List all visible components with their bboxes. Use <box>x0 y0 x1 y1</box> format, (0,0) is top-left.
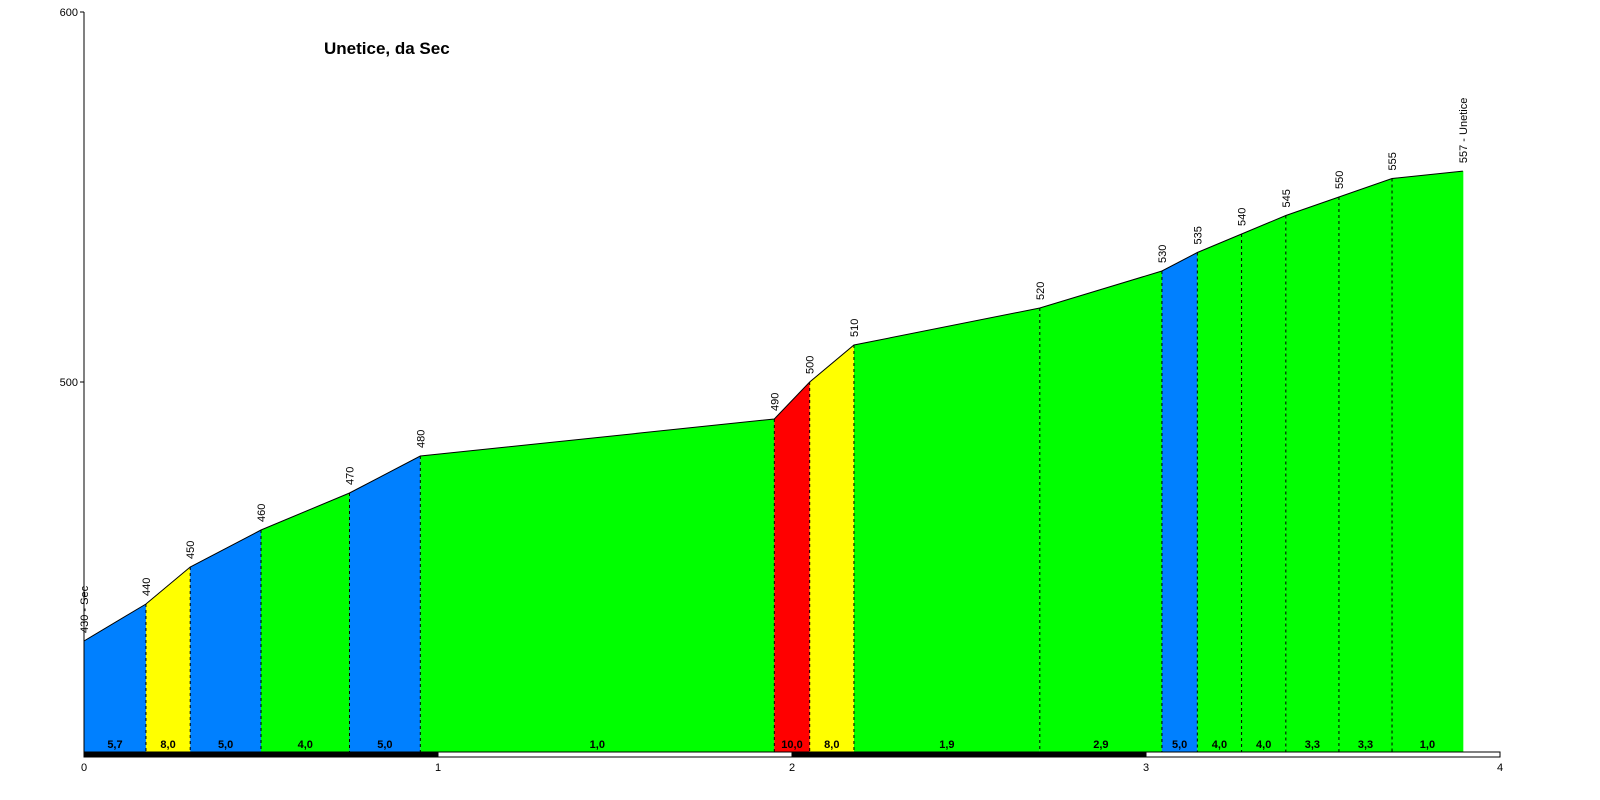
distance-scale-bar <box>83 751 1501 758</box>
elevation-label-8: 500 <box>805 356 817 374</box>
gradient-label-10: 2,9 <box>1093 739 1108 751</box>
elevation-label-17: 557 - Unetice <box>1458 98 1470 163</box>
y-axis-ticks: 500 600 <box>60 7 84 389</box>
elevation-label-1: 430 - Sec <box>79 585 91 633</box>
gradient-label-14: 3,3 <box>1305 739 1320 751</box>
gradient-label-7: 10,0 <box>781 739 802 751</box>
elevation-label-3: 450 <box>185 541 197 559</box>
segment-3 <box>190 530 261 752</box>
x-axis-ticks: 0 1 2 3 4 <box>81 762 1503 774</box>
elevation-label-16: 555 <box>1387 152 1399 170</box>
gradient-label-1: 5,7 <box>107 739 122 751</box>
scale-bar-3 <box>791 751 1147 758</box>
segment-10 <box>1039 271 1162 752</box>
elevation-label-5: 470 <box>345 467 357 485</box>
segment-5 <box>349 456 421 752</box>
gradient-label-8: 8,0 <box>824 739 839 751</box>
x-tick-label-5: 4 <box>1497 762 1503 774</box>
gradient-label-9: 1,9 <box>939 739 954 751</box>
gradient-label-15: 3,3 <box>1358 739 1373 751</box>
segment-13 <box>1241 215 1286 752</box>
segment-9 <box>853 308 1040 752</box>
y-tick-label-2: 600 <box>60 7 78 19</box>
elevation-label-2: 440 <box>141 578 153 596</box>
chart-title: Unetice, da Sec <box>324 39 450 58</box>
elevation-label-9: 510 <box>849 319 861 337</box>
gradient-labels: 5,7 8,0 5,0 4,0 5,0 1,0 10,0 8,0 1,9 2,9 5,0 4,0 4,0… <box>107 739 1435 751</box>
x-tick-label-1: 0 <box>81 762 87 774</box>
elevation-label-10: 520 <box>1035 282 1047 300</box>
elevation-label-13: 540 <box>1237 208 1249 226</box>
gradient-label-12: 4,0 <box>1212 739 1227 751</box>
segment-dividers <box>145 171 1464 752</box>
segment-1 <box>84 604 146 752</box>
segment-14 <box>1285 197 1339 752</box>
elevation-label-14: 545 <box>1281 189 1293 207</box>
y-tick-label-1: 500 <box>60 377 78 389</box>
gradient-label-2: 8,0 <box>160 739 175 751</box>
scale-bar-4 <box>1145 751 1501 758</box>
gradient-label-5: 5,0 <box>377 739 392 751</box>
x-tick-label-4: 3 <box>1143 762 1149 774</box>
elevation-label-7: 490 <box>769 393 781 411</box>
scale-bar-1 <box>83 751 439 758</box>
profile-outline <box>83 170 1463 642</box>
gradient-label-6: 1,0 <box>590 739 605 751</box>
gradient-label-4: 4,0 <box>298 739 313 751</box>
scale-bar-2 <box>437 751 793 758</box>
x-tick-label-2: 1 <box>435 762 441 774</box>
segment-12 <box>1197 234 1242 752</box>
segment-15 <box>1338 178 1393 752</box>
segment-4 <box>261 493 350 752</box>
segment-11 <box>1161 252 1198 752</box>
gradient-label-13: 4,0 <box>1256 739 1271 751</box>
gradient-label-16: 1,0 <box>1420 739 1435 751</box>
elevation-label-6: 480 <box>415 430 427 448</box>
profile-segments <box>84 171 1463 753</box>
elevation-labels: 430 - Sec 440 450 460 470 480 490 500 510 520 530 5… <box>79 98 1470 633</box>
elevation-label-4: 460 <box>256 504 268 522</box>
segment-8 <box>809 345 854 752</box>
segment-2 <box>145 567 191 752</box>
x-tick-label-3: 2 <box>789 762 795 774</box>
segment-16 <box>1392 171 1463 753</box>
segment-7 <box>774 382 810 752</box>
elevation-label-15: 550 <box>1334 171 1346 189</box>
elevation-label-11: 530 <box>1157 245 1169 263</box>
elevation-label-12: 535 <box>1192 226 1204 244</box>
gradient-label-11: 5,0 <box>1172 739 1187 751</box>
segment-6 <box>420 419 775 752</box>
gradient-label-3: 5,0 <box>218 739 233 751</box>
